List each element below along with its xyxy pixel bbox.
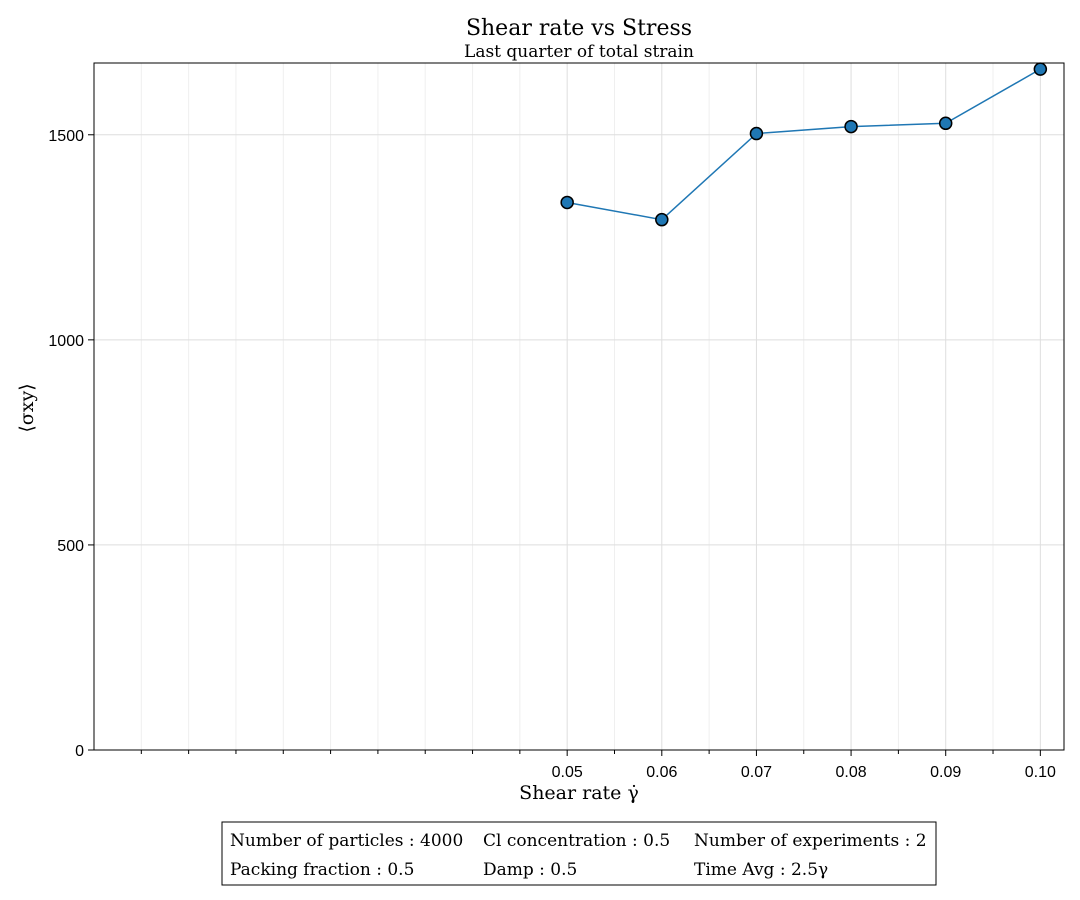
data-point <box>655 212 669 227</box>
info-particles: Number of particles : 4000 <box>230 831 463 851</box>
data-point <box>938 116 953 131</box>
data-point <box>844 119 858 134</box>
plot-frame <box>93 62 1065 751</box>
series-line <box>567 68 1041 221</box>
info-box: Number of particles : 4000 Cl concentrat… <box>221 821 937 886</box>
data-point <box>749 126 764 141</box>
x-axis-label: Shear rate γ̇ <box>519 782 639 804</box>
chart-subtitle: Last quarter of total strain <box>464 42 694 62</box>
info-time-avg: Time Avg : 2.5γ <box>694 860 828 880</box>
y-tick-label: 1000 <box>48 333 84 350</box>
data-point <box>1033 62 1048 76</box>
x-tick-label: 0.07 <box>741 764 772 781</box>
info-damp: Damp : 0.5 <box>483 860 577 880</box>
axis-ticks: 0 500 1000 1500 0.05 0.06 0.07 0.08 0.09 0.10 <box>48 128 1056 781</box>
y-tick-label: 500 <box>57 538 84 555</box>
series-group <box>560 62 1048 227</box>
x-tick-label: 0.08 <box>836 764 867 781</box>
x-tick-label: 0.10 <box>1025 764 1056 781</box>
info-experiments: Number of experiments : 2 <box>694 831 927 851</box>
chart-title: Shear rate vs Stress <box>466 16 692 41</box>
grid <box>94 63 1064 750</box>
x-tick-label: 0.05 <box>552 764 583 781</box>
y-axis-label: ⟨σxy⟩ <box>16 383 38 432</box>
info-cl-concentration: Cl concentration : 0.5 <box>483 831 670 851</box>
info-packing-fraction: Packing fraction : 0.5 <box>230 860 414 880</box>
x-tick-label: 0.06 <box>646 764 677 781</box>
y-tick-label: 1500 <box>48 128 84 145</box>
data-point <box>560 195 574 210</box>
info-box-frame <box>221 821 937 886</box>
x-tick-label: 0.09 <box>930 764 961 781</box>
y-tick-label: 0 <box>75 743 84 760</box>
